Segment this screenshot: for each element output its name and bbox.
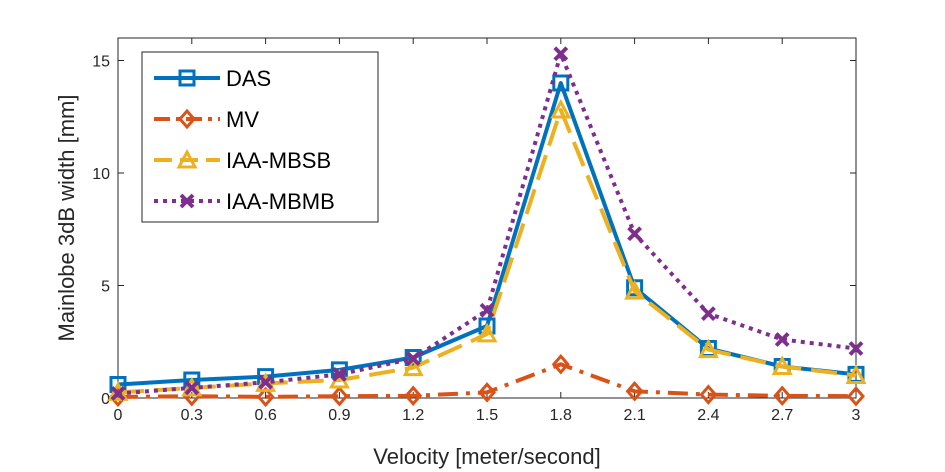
legend-label: DAS <box>226 66 271 91</box>
y-tick-label: 5 <box>101 279 110 296</box>
data-point <box>331 366 347 382</box>
data-point <box>479 302 495 318</box>
x-tick-label: 0.3 <box>181 407 203 424</box>
y-axis-label: Mainlobe 3dB width [mm] <box>54 95 79 342</box>
data-point <box>553 46 569 62</box>
y-tick-label: 0 <box>101 391 110 408</box>
x-tick-label: 1.8 <box>550 407 572 424</box>
legend-item: DAS <box>154 66 271 91</box>
series-iaa-mbsb <box>107 98 867 401</box>
data-point <box>550 98 572 119</box>
data-point <box>110 386 126 401</box>
legend-marker <box>178 108 196 130</box>
data-point <box>256 386 275 408</box>
data-point <box>625 380 644 402</box>
data-point <box>258 374 274 390</box>
x-tick-label: 2.4 <box>697 407 719 424</box>
x-tick-label: 0.6 <box>254 407 276 424</box>
legend-label: IAA-MBMB <box>226 189 335 214</box>
y-tick-label: 10 <box>92 166 110 183</box>
data-point <box>402 356 424 377</box>
x-tick-label: 2.7 <box>771 407 793 424</box>
marker-stroke <box>258 374 274 390</box>
x-tick-label: 0 <box>114 407 123 424</box>
data-point <box>255 372 277 392</box>
x-tick-label: 1.2 <box>402 407 424 424</box>
marker-stroke <box>479 302 495 318</box>
legend-item: IAA-MBMB <box>154 189 335 214</box>
marker-stroke <box>405 351 421 367</box>
legend-label: IAA-MBSB <box>226 148 331 173</box>
data-point <box>697 338 719 359</box>
legend-marker <box>176 148 198 169</box>
data-point <box>699 384 718 405</box>
x-tick-label: 1.5 <box>476 407 498 424</box>
data-point <box>405 351 421 367</box>
x-axis-label: Velocity [meter/second] <box>373 444 600 469</box>
marker-stroke <box>553 46 569 62</box>
series-line <box>117 362 857 399</box>
marker-stroke <box>627 226 643 242</box>
x-tick-label: 0.9 <box>328 407 350 424</box>
marker-stroke <box>774 332 790 347</box>
legend-marker <box>179 193 195 209</box>
legend-item: IAA-MBSB <box>154 148 331 173</box>
legend-marker <box>178 69 196 87</box>
y-axis-ticks: 0 5 10 15 <box>92 54 856 408</box>
data-point <box>848 341 864 356</box>
y-tick-label: 15 <box>92 54 110 71</box>
marker-stroke <box>700 306 716 322</box>
marker-stroke <box>848 341 864 356</box>
legend-label: MV <box>226 107 259 132</box>
data-point <box>404 349 422 366</box>
series-iaa-mbmb <box>110 46 864 401</box>
marker-stroke <box>184 380 200 396</box>
x-tick-label: 2.1 <box>623 407 645 424</box>
x-tick-label: 3 <box>852 407 861 424</box>
marker-stroke <box>331 366 347 382</box>
data-point <box>700 306 716 322</box>
data-point <box>627 226 643 242</box>
data-point <box>476 322 498 343</box>
series-line <box>117 108 857 395</box>
data-point <box>624 279 646 300</box>
data-point <box>330 385 349 407</box>
data-point <box>774 332 790 347</box>
data-point <box>845 364 867 384</box>
data-point <box>181 376 203 397</box>
marker-stroke <box>179 193 195 209</box>
data-point <box>404 385 423 407</box>
legend-item: MV <box>154 107 259 132</box>
series-layer <box>107 46 867 408</box>
series-line <box>117 51 857 396</box>
data-point <box>478 382 496 403</box>
data-point <box>773 385 792 407</box>
legend: DAS MV IAA-MBSB IAA-MBMB <box>141 51 379 223</box>
data-point <box>184 380 200 396</box>
x-axis-ticks: 0 0.3 0.6 0.9 1.2 1.5 1.8 2.1 2.4 2.7 3 <box>114 38 861 424</box>
marker-stroke <box>110 386 126 401</box>
data-point <box>551 353 570 375</box>
data-point <box>847 385 865 407</box>
data-point <box>771 355 793 375</box>
